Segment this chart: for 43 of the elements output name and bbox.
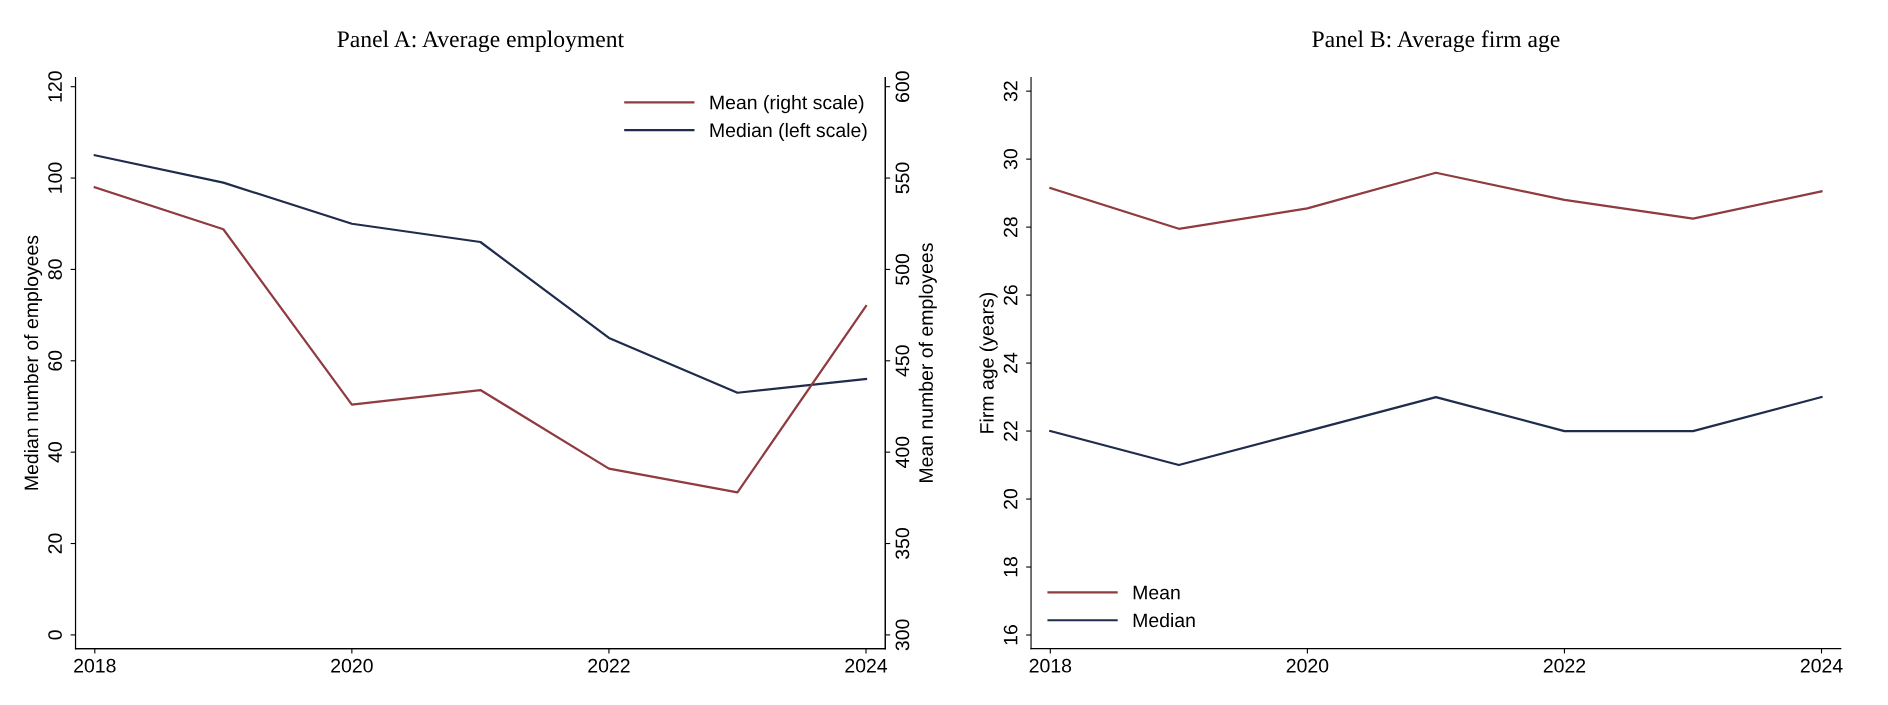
y2-tick-label: 300 <box>895 619 910 651</box>
y-tick-label: 120 <box>48 71 62 102</box>
y-tick-label: 32 <box>1003 81 1018 102</box>
legend-label: Median <box>1133 612 1195 628</box>
line-series <box>93 186 868 494</box>
legend-label: Mean (right scale) <box>710 95 864 114</box>
y-tick-label: 60 <box>48 350 62 371</box>
y-tick-label: 30 <box>1003 149 1018 170</box>
y2-tick-label: 500 <box>895 253 910 285</box>
x-tick-label: 2020 <box>331 658 373 673</box>
y-tick-label: 100 <box>48 162 62 193</box>
y-tick-label: 22 <box>1003 421 1018 441</box>
y2-tick-label: 350 <box>895 528 910 559</box>
line-series <box>1049 171 1823 230</box>
chart-title: Panel B: Average firm age <box>1312 30 1560 53</box>
x-tick-label: 2020 <box>1286 658 1329 673</box>
y2-tick-label: 600 <box>895 71 910 102</box>
x-tick-label: 2024 <box>1800 658 1843 673</box>
y2-axis-title: Mean number of employees <box>918 243 937 482</box>
y-tick-label: 24 <box>1003 352 1018 373</box>
chart-title: Panel A: Average employment <box>337 30 624 53</box>
legend-label: Median (left scale) <box>710 122 867 142</box>
y-tick-label: 40 <box>48 442 62 463</box>
y2-tick-label: 400 <box>895 436 910 468</box>
x-tick-label: 2022 <box>588 658 630 673</box>
x-tick-label: 2024 <box>845 658 888 673</box>
y-tick-label: 18 <box>1003 557 1018 577</box>
y-tick-label: 0 <box>48 630 62 640</box>
y-tick-label: 26 <box>1003 285 1018 305</box>
legend-label: Mean <box>1133 585 1180 600</box>
y-axis-title: Firm age (years) <box>979 292 998 433</box>
x-tick-label: 2018 <box>74 658 116 673</box>
x-tick-label: 2018 <box>1029 658 1072 673</box>
y-tick-label: 20 <box>48 533 62 554</box>
line-series <box>93 154 868 394</box>
y-axis-title: Median number of employees <box>23 235 43 490</box>
y2-tick-label: 550 <box>895 162 910 194</box>
y-tick-label: 16 <box>1003 625 1018 645</box>
y2-tick-label: 450 <box>895 345 910 377</box>
y-tick-label: 80 <box>48 259 62 280</box>
y-tick-label: 20 <box>1003 488 1018 509</box>
y-tick-label: 28 <box>1003 217 1018 237</box>
x-tick-label: 2022 <box>1543 658 1586 673</box>
